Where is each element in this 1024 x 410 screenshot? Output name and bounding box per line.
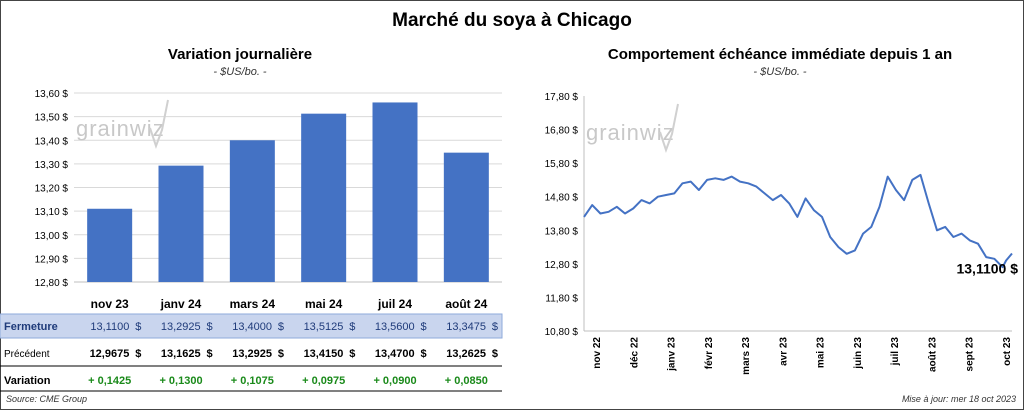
precedent-cell: 12,9675 — [90, 348, 130, 360]
left-panel-title: Variation journalière — [167, 46, 313, 63]
right-panel-title: Comportement échéance immédiate depuis 1… — [607, 46, 953, 63]
fermeture-cell: 13,3475 — [446, 321, 486, 333]
currency-label: $ — [135, 321, 141, 333]
y-tick-label: 13,60 $ — [35, 89, 69, 100]
x-tick-label: août 24 — [445, 297, 487, 311]
row-label-variation: Variation — [4, 375, 51, 387]
precedent-cell: 13,2625 — [446, 348, 486, 360]
variation-cell: + 0,0975 — [302, 375, 345, 387]
currency-label: $ — [349, 348, 355, 360]
y-tick-label: 12,90 $ — [35, 254, 69, 265]
bar — [443, 152, 489, 282]
x-tick-label: nov 23 — [91, 297, 129, 311]
currency-label: $ — [492, 348, 498, 360]
watermark-mark — [149, 99, 169, 149]
variation-cell: + 0,1075 — [231, 375, 274, 387]
currency-label: $ — [421, 321, 427, 333]
left-panel-subtitle: - $US/bo. - — [213, 66, 267, 78]
y-tick-label: 13,40 $ — [35, 136, 69, 147]
y-tick-label: 13,20 $ — [35, 184, 69, 195]
x-tick-label: mai 24 — [305, 297, 343, 311]
watermark: grainwiz — [76, 116, 165, 141]
variation-cell: + 0,0850 — [445, 375, 488, 387]
currency-label: $ — [492, 321, 498, 333]
bar — [158, 165, 204, 282]
x-tick-label: mars 24 — [230, 297, 276, 311]
x-tick-label: juil 24 — [377, 297, 412, 311]
fermeture-cell: 13,4000 — [232, 321, 272, 333]
variation-cell: + 0,1300 — [159, 375, 202, 387]
fermeture-cell: 13,5125 — [304, 321, 344, 333]
fermeture-cell: 13,1100 — [90, 321, 129, 333]
precedent-cell: 13,1625 — [161, 348, 201, 360]
right-panel-subtitle: - $US/bo. - — [753, 66, 807, 78]
row-label-fermeture: Fermeture — [4, 321, 58, 333]
fermeture-cell: 13,2925 — [161, 321, 201, 333]
variation-cell: + 0,1425 — [88, 375, 131, 387]
currency-label: $ — [207, 321, 213, 333]
precedent-cell: 13,4700 — [375, 348, 415, 360]
fermeture-cell: 13,5600 — [375, 321, 415, 333]
row-label-precedent: Précédent — [4, 349, 50, 360]
source-note: Source: CME Group — [6, 394, 88, 404]
currency-label: $ — [421, 348, 427, 360]
bar — [229, 140, 275, 282]
variation-cell: + 0,0900 — [373, 375, 416, 387]
currency-label: $ — [278, 321, 284, 333]
y-tick-label: 13,10 $ — [35, 207, 69, 218]
currency-label: $ — [278, 348, 284, 360]
bar — [301, 113, 347, 282]
page-title: Marché du soya à Chicago — [392, 10, 632, 31]
precedent-cell: 13,4150 — [304, 348, 344, 360]
currency-label: $ — [349, 321, 355, 333]
y-tick-label: 12,80 $ — [35, 278, 69, 289]
bar — [372, 102, 418, 282]
currency-label: $ — [135, 348, 141, 360]
bar — [87, 208, 133, 282]
update-note: Mise à jour: mer 18 oct 2023 — [901, 394, 1016, 404]
fermeture-row-bg — [0, 313, 503, 339]
y-tick-label: 13,50 $ — [35, 113, 69, 124]
precedent-cell: 13,2925 — [232, 348, 272, 360]
y-tick-label: 13,00 $ — [35, 231, 69, 242]
y-tick-label: 13,30 $ — [35, 160, 69, 171]
currency-label: $ — [207, 348, 213, 360]
x-tick-label: janv 24 — [160, 297, 202, 311]
bar-chart: 12,80 $ 12,90 $ 13,00 $ 13,10 $ 13,20 $ 13,30… — [0, 89, 503, 392]
